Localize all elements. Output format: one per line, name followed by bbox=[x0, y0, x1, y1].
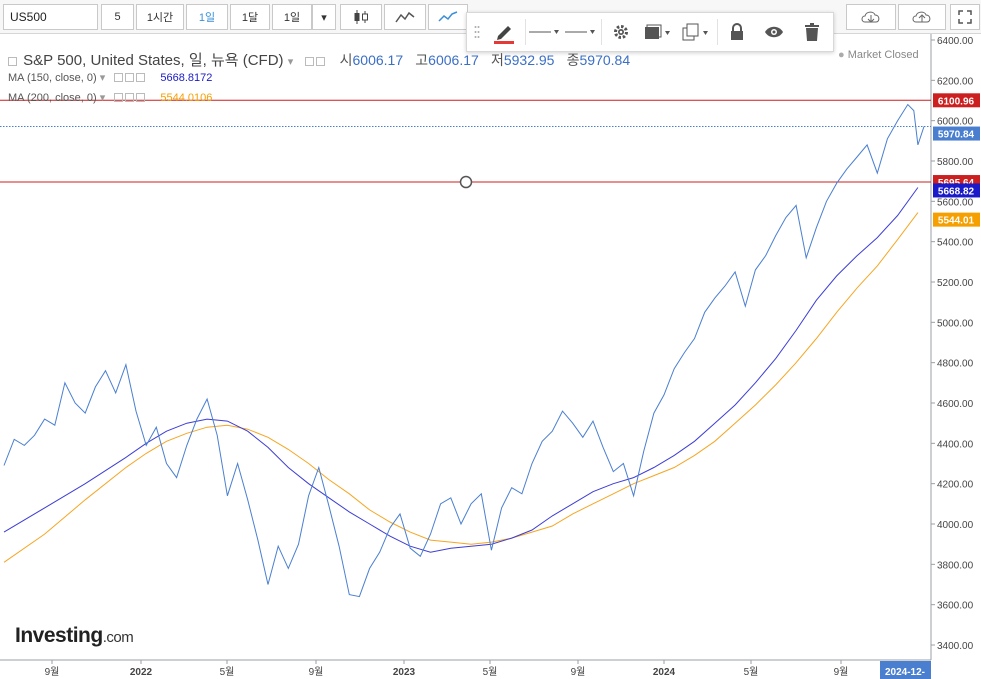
price-tag bbox=[933, 93, 980, 108]
y-tick-label: 5400.00 bbox=[937, 238, 974, 249]
high-label: 고 bbox=[415, 52, 429, 68]
legend-ma150: MA (150, close, 0) ▾ 5668.8172 bbox=[8, 71, 212, 84]
lock-icon[interactable] bbox=[721, 13, 753, 51]
price-series-line bbox=[3, 103, 925, 598]
y-tick-label: 6400.00 bbox=[937, 36, 974, 47]
settings-mini-icon[interactable] bbox=[305, 52, 327, 69]
x-tick-label: 9월 bbox=[45, 666, 60, 678]
open-value: 6006.17 bbox=[352, 52, 404, 68]
interval-1d-button[interactable]: 1일 bbox=[186, 4, 228, 30]
price-tag-label: 6100.96 bbox=[938, 96, 975, 107]
chevron-down-icon[interactable]: ▾ bbox=[312, 4, 336, 30]
eye-icon[interactable] bbox=[757, 13, 791, 51]
line-chart-icon[interactable] bbox=[428, 4, 468, 30]
legend-ma200: MA (200, close, 0) ▾ 5544.0106 bbox=[8, 91, 212, 104]
chevron-down-icon[interactable]: ▾ bbox=[99, 92, 106, 104]
y-tick-label: 4200.00 bbox=[937, 480, 974, 491]
high-value: 6006.17 bbox=[428, 52, 479, 68]
market-status: ● Market Closed bbox=[838, 49, 919, 61]
price-tag-label: 5544.01 bbox=[938, 216, 975, 227]
fullscreen-icon[interactable] bbox=[950, 4, 980, 30]
ma150-label: MA (150, close, 0) bbox=[8, 72, 97, 84]
x-tick-label: 9월 bbox=[571, 666, 586, 678]
x-tick-label: 9월 bbox=[309, 666, 324, 678]
ma200-label: MA (200, close, 0) bbox=[8, 92, 97, 104]
collapse-icon[interactable] bbox=[8, 57, 17, 66]
clone-icon[interactable] bbox=[677, 13, 713, 51]
y-tick-label: 3600.00 bbox=[937, 601, 974, 612]
x-current-tag bbox=[880, 661, 931, 679]
x-tick-label: 9월 bbox=[834, 666, 849, 678]
close-value: 5970.84 bbox=[579, 52, 631, 68]
area-chart-icon[interactable] bbox=[384, 4, 426, 30]
x-tick-label: 5월 bbox=[744, 666, 759, 678]
symbol-input[interactable]: US500 bbox=[3, 4, 98, 30]
low-value: 5932.95 bbox=[503, 52, 555, 68]
y-tick-label: 4000.00 bbox=[937, 520, 974, 531]
background-fill-icon[interactable] bbox=[639, 13, 675, 51]
interval-dropdown-button[interactable]: 1일 bbox=[272, 4, 312, 30]
y-tick-label: 4400.00 bbox=[937, 439, 974, 450]
open-label: 시 bbox=[339, 52, 353, 68]
cloud-upload-icon[interactable] bbox=[898, 4, 946, 30]
drag-handle-icon[interactable] bbox=[473, 13, 481, 51]
x-tick-label: 2022 bbox=[130, 667, 153, 678]
x-tick-labels: 9월 2022 5월 9월 2023 5월 9월 2024 5월 9월 2024-12- bbox=[45, 660, 931, 679]
hline-anchor-handle[interactable] bbox=[459, 175, 473, 189]
chevron-down-icon[interactable]: ▾ bbox=[287, 56, 294, 68]
ma200-series-line bbox=[3, 212, 919, 563]
chevron-down-icon[interactable]: ▾ bbox=[99, 72, 106, 84]
drawing-toolbar bbox=[466, 12, 834, 52]
price-tag bbox=[933, 212, 980, 227]
price-tag-label: 5668.82 bbox=[938, 186, 975, 197]
interval-5-button[interactable]: 5 bbox=[101, 4, 134, 30]
y-tick-label: 6200.00 bbox=[937, 76, 974, 87]
candlestick-icon[interactable] bbox=[340, 4, 382, 30]
y-tick-label: 6000.00 bbox=[937, 117, 974, 128]
price-tag bbox=[933, 183, 980, 198]
instrument-title: S&P 500, United States, 일, 뉴욕 (CFD) bbox=[23, 52, 284, 69]
x-tick-label: 2023 bbox=[393, 667, 416, 678]
y-tick-label: 5600.00 bbox=[937, 197, 974, 208]
interval-1h-button[interactable]: 1시간 bbox=[136, 4, 184, 30]
x-tick-label: 2024 bbox=[653, 667, 676, 678]
y-tick-label: 4800.00 bbox=[937, 359, 974, 370]
ma150-controls-icon[interactable] bbox=[114, 72, 147, 84]
y-tick-label: 4600.00 bbox=[937, 399, 974, 410]
close-label: 종 bbox=[566, 52, 580, 68]
interval-1m-button[interactable]: 1달 bbox=[230, 4, 270, 30]
ma200-value: 5544.0106 bbox=[160, 92, 213, 104]
x-current-label: 2024-12- bbox=[885, 667, 925, 678]
y-tick-label: 3400.00 bbox=[937, 641, 974, 652]
price-tag bbox=[933, 126, 980, 141]
line-width-dropdown[interactable] bbox=[527, 13, 561, 51]
y-tick-label: 5800.00 bbox=[937, 157, 974, 168]
x-tick-label: 5월 bbox=[483, 666, 498, 678]
pencil-color-icon[interactable] bbox=[487, 13, 521, 51]
low-label: 저 bbox=[490, 52, 504, 68]
y-tick-label: 5000.00 bbox=[937, 318, 974, 329]
y-tick-label: 5200.00 bbox=[937, 278, 974, 289]
y-tick-label: 3800.00 bbox=[937, 560, 974, 571]
ma200-controls-icon[interactable] bbox=[114, 92, 147, 104]
investing-logo: Investing.com bbox=[15, 624, 134, 647]
legend-main: S&P 500, United States, 일, 뉴욕 (CFD) ▾ 시6… bbox=[8, 49, 630, 70]
ma150-value: 5668.8172 bbox=[160, 72, 213, 84]
gear-icon[interactable] bbox=[605, 13, 637, 51]
cloud-download-icon[interactable] bbox=[846, 4, 896, 30]
y-tick-labels: 6400.00 6200.00 6000.00 5800.00 5600.00 5400.… bbox=[931, 36, 974, 652]
trash-icon[interactable] bbox=[795, 13, 829, 51]
price-tag-label: 5970.84 bbox=[938, 130, 975, 141]
x-tick-label: 5월 bbox=[220, 666, 235, 678]
line-style-dropdown[interactable] bbox=[563, 13, 597, 51]
horizontal-lines[interactable] bbox=[0, 99, 931, 183]
ma150-series-line bbox=[3, 187, 919, 553]
